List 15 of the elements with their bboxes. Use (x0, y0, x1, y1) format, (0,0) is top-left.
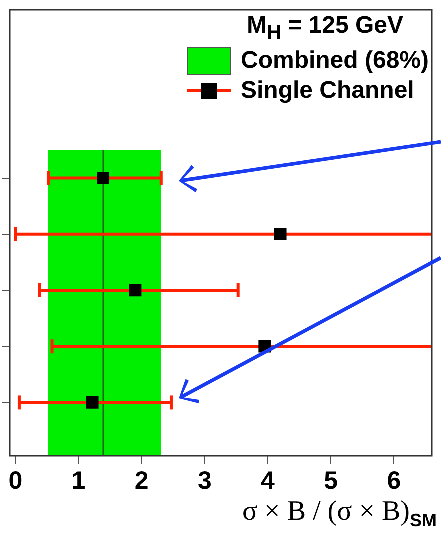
x-tick-label: 6 (387, 466, 402, 495)
x-tick-label: 2 (134, 466, 149, 495)
point (129, 284, 142, 297)
x-axis-title: σ × B / (σ × B)$_{SM}$ (242, 496, 437, 532)
legend-label: Combined (68%) (240, 46, 429, 75)
legend-title: M$_{H}$ = 125 GeV (246, 12, 405, 45)
x-tick-label: 1 (72, 466, 86, 495)
point (97, 172, 110, 184)
legend-label: Single Channel (240, 76, 416, 105)
x-tick-label: 0 (8, 466, 23, 495)
x-tick-label: 4 (261, 466, 276, 495)
x-tick-label: 3 (198, 466, 212, 495)
point (274, 228, 287, 241)
point (86, 396, 99, 409)
x-tick-label: 5 (324, 466, 338, 495)
